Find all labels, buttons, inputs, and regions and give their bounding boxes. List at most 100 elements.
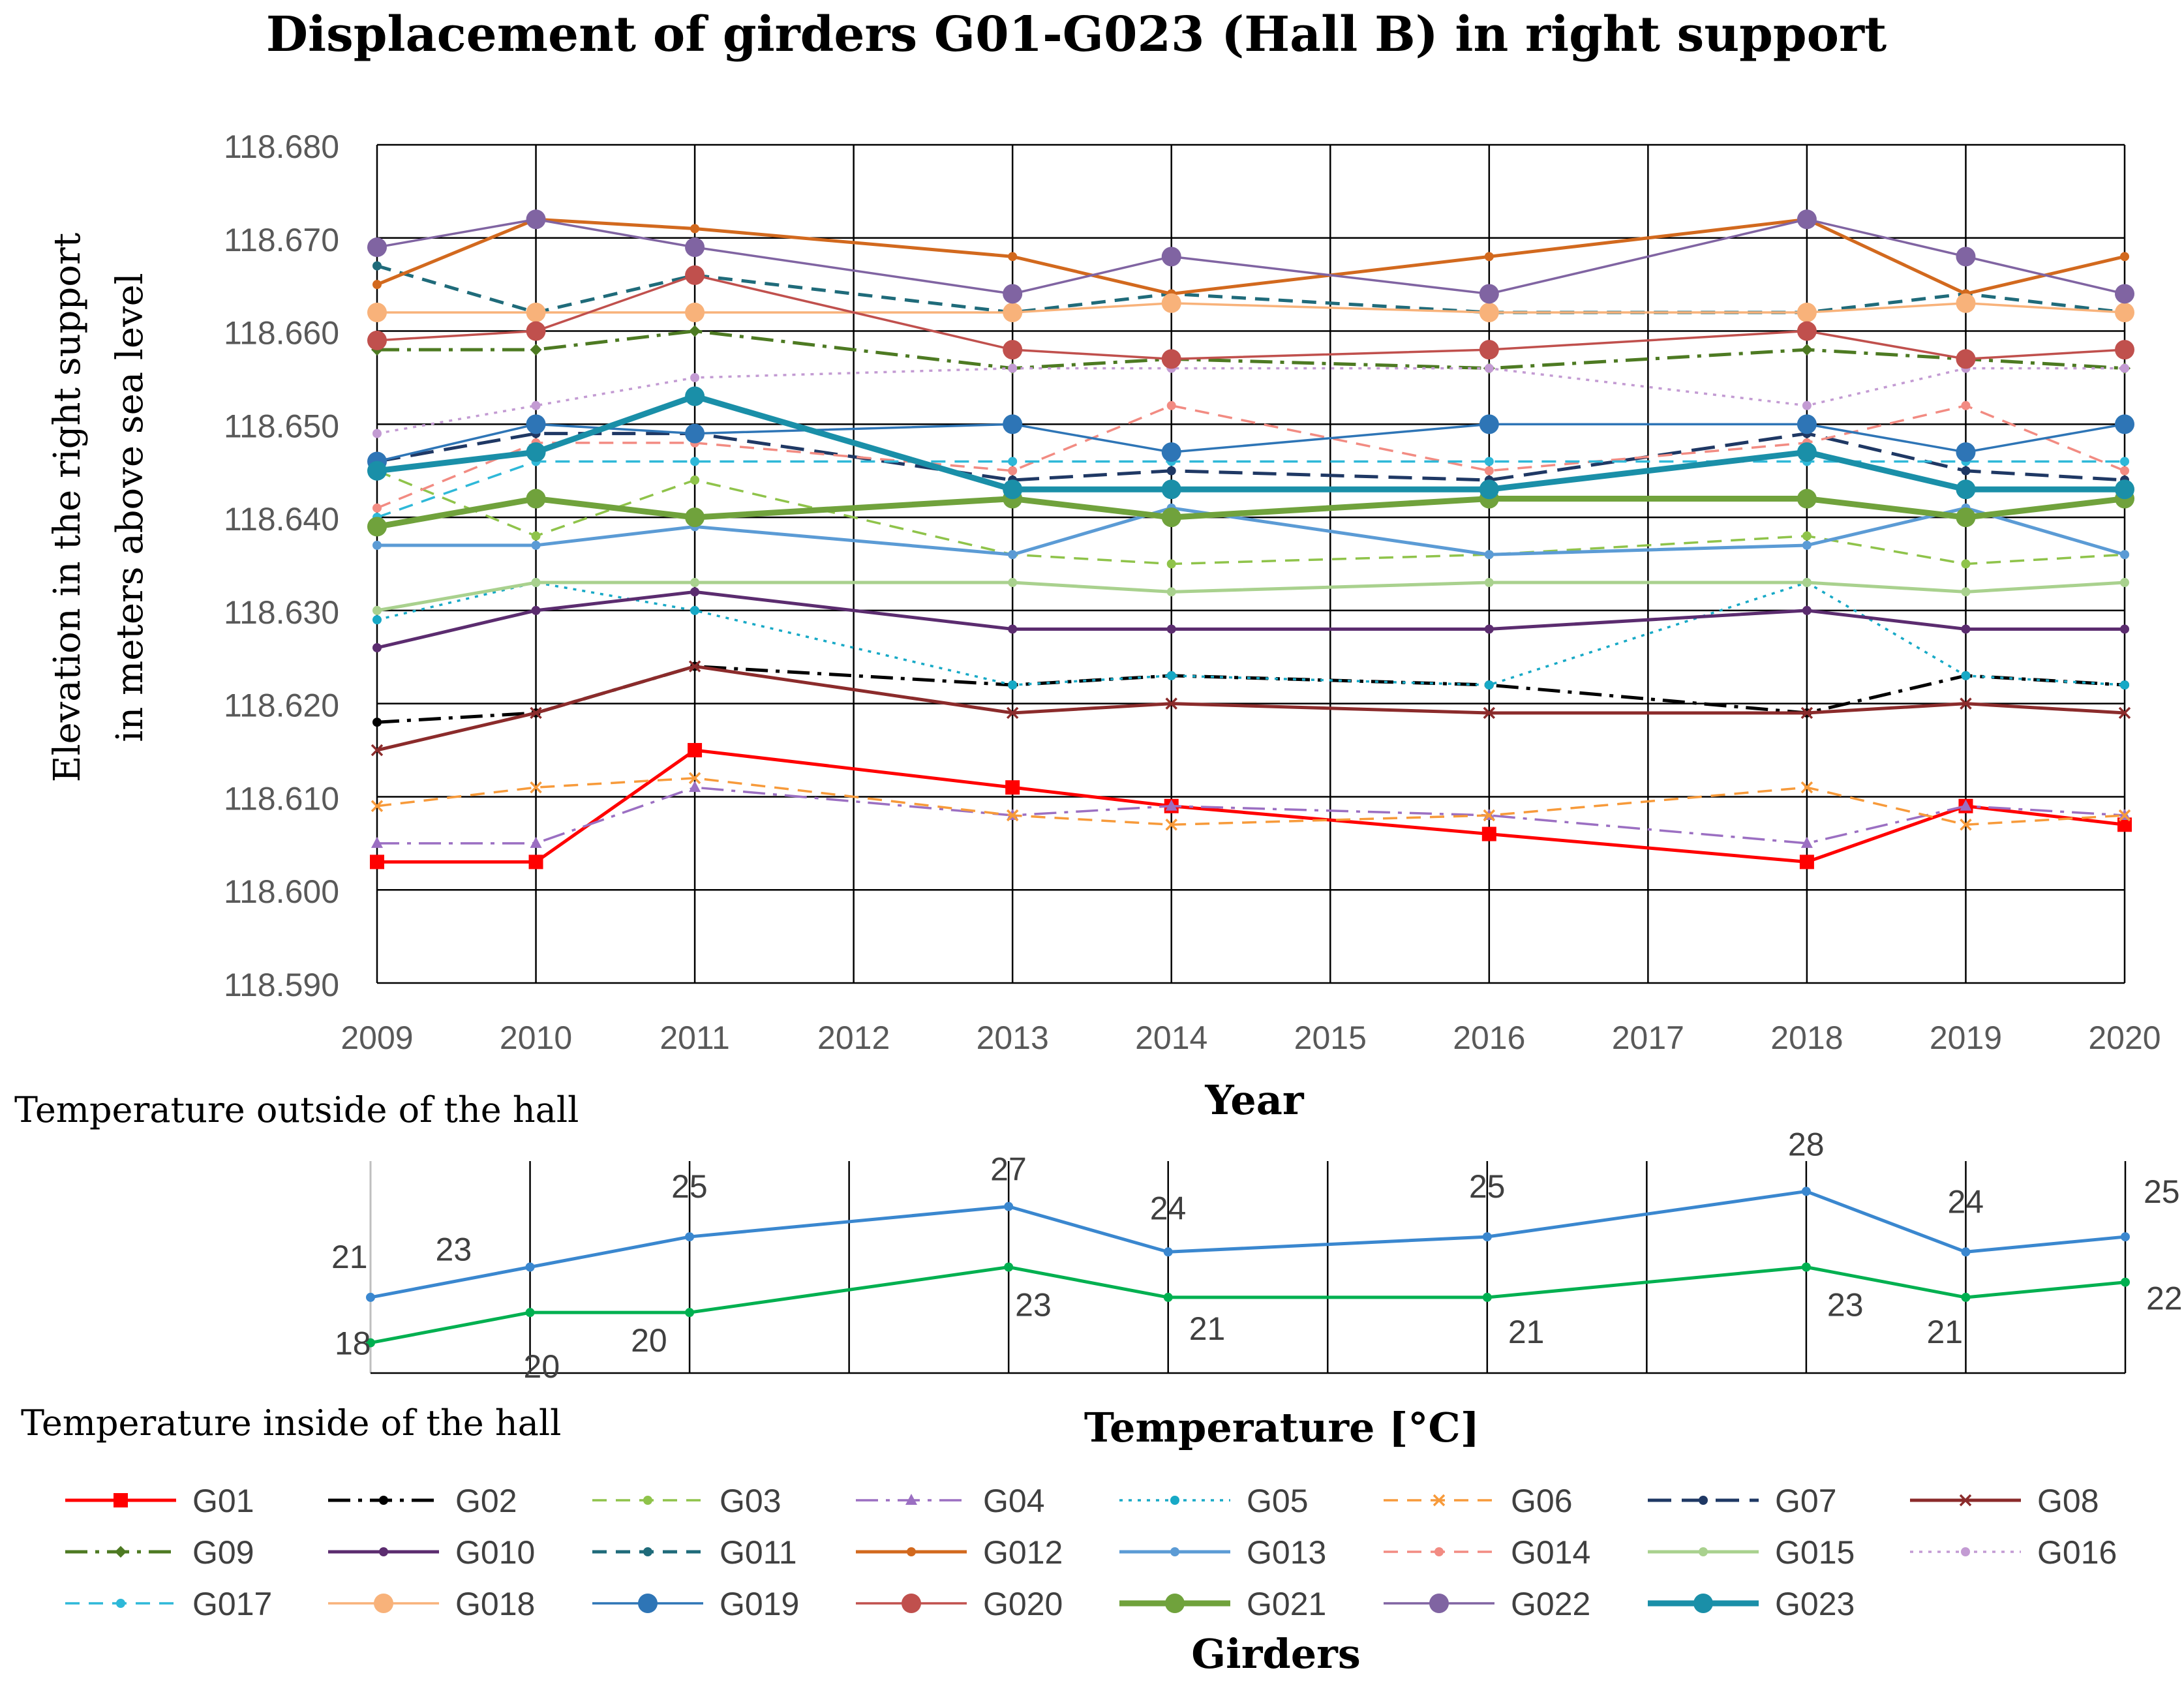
legend-item-g08: G08 xyxy=(1910,1483,2099,1519)
temp-data-point xyxy=(1801,1262,1811,1272)
legend-item-g012: G012 xyxy=(856,1534,1063,1571)
legend-item-g020: G020 xyxy=(856,1586,1063,1622)
data-point-g03 xyxy=(1802,531,1812,541)
legend-marker xyxy=(902,1594,921,1613)
series-line-g016 xyxy=(376,367,2125,435)
data-point-g020 xyxy=(2115,340,2134,360)
main-y-tick-label: 118.680 xyxy=(224,129,339,165)
legend-label: G07 xyxy=(1775,1483,1837,1519)
data-point-g022 xyxy=(685,237,705,258)
data-point-g016 xyxy=(1008,363,1018,373)
data-point-g013 xyxy=(1802,540,1812,550)
data-point-g021 xyxy=(1161,507,1181,528)
data-point-g018 xyxy=(1797,303,1817,322)
legend-marker xyxy=(116,1599,125,1608)
temp-data-label: 21 xyxy=(1189,1310,1226,1347)
legend-item-g09: G09 xyxy=(65,1534,254,1571)
data-point-g06 xyxy=(1165,819,1177,831)
data-point-g07 xyxy=(1166,466,1176,476)
legend-marker xyxy=(1699,1496,1708,1505)
main-x-tick-label: 2009 xyxy=(341,1020,413,1056)
temp-data-point xyxy=(1482,1232,1492,1242)
legend-item-g07: G07 xyxy=(1648,1483,1837,1519)
data-point-g03 xyxy=(1166,559,1176,569)
temp-data-point xyxy=(1163,1247,1173,1257)
main-x-tick-label: 2018 xyxy=(1770,1020,1843,1056)
data-point-g023 xyxy=(1479,479,1499,500)
data-point-g019 xyxy=(1161,442,1181,462)
legend-label: G011 xyxy=(720,1534,797,1571)
legend-marker xyxy=(379,1496,388,1505)
data-point-g022 xyxy=(1797,209,1817,230)
main-y-tick-label: 118.660 xyxy=(224,315,339,352)
data-point-g014 xyxy=(1008,466,1018,476)
data-point-g015 xyxy=(1802,578,1812,588)
series-g02 xyxy=(372,661,2129,727)
legend-marker xyxy=(1961,1547,1970,1556)
legend-label: G016 xyxy=(2037,1534,2117,1571)
legend-marker xyxy=(1433,1494,1446,1507)
data-point-g08 xyxy=(371,744,384,757)
legend-label: G06 xyxy=(1511,1483,1573,1519)
legend-label: G019 xyxy=(720,1586,799,1622)
data-point-g022 xyxy=(526,209,546,230)
temp-outside-series: 21 23 25 27 24 25 28 24 25 xyxy=(331,1126,2180,1302)
data-point-g023 xyxy=(2115,479,2134,500)
series-line-g022 xyxy=(376,218,2125,295)
series-g023 xyxy=(367,386,2134,500)
data-point-g01 xyxy=(1799,855,1814,870)
data-point-g08 xyxy=(1006,706,1019,719)
data-point-g016 xyxy=(2120,363,2129,373)
data-point-g017 xyxy=(1008,457,1018,466)
data-point-g013 xyxy=(1484,550,1494,560)
data-point-g020 xyxy=(1003,340,1023,360)
legend-item-g05: G05 xyxy=(1119,1483,1309,1519)
temp-outside-label: Temperature outside of the hall xyxy=(14,1089,579,1130)
temp-data-point xyxy=(1961,1292,1971,1302)
temp-data-point xyxy=(525,1308,535,1318)
data-point-g019 xyxy=(685,423,705,444)
data-point-g07 xyxy=(1961,466,1971,476)
main-y-tick-label: 118.670 xyxy=(224,222,339,258)
temp-data-label: 18 xyxy=(335,1325,371,1362)
series-line-g021 xyxy=(376,496,2125,530)
data-point-g018 xyxy=(1161,293,1181,313)
temp-data-label: 23 xyxy=(1827,1287,1864,1323)
data-point-g021 xyxy=(526,489,546,509)
data-point-g015 xyxy=(1484,578,1494,588)
temp-chart-series: 21 23 25 27 24 25 28 24 25 18 20 20 23 21 21 23 21 22 xyxy=(331,1126,2183,1385)
data-point-g06 xyxy=(1006,809,1019,822)
data-point-g023 xyxy=(1956,479,1976,500)
temp-data-label: 25 xyxy=(671,1168,708,1205)
data-point-g019 xyxy=(526,414,546,434)
data-point-g018 xyxy=(1003,303,1023,322)
series-g05 xyxy=(372,578,2129,690)
data-point-g014 xyxy=(372,503,382,513)
data-point-g06 xyxy=(530,781,542,794)
series-line-g014 xyxy=(376,404,2125,509)
temp-data-point xyxy=(1801,1187,1811,1196)
data-point-g08 xyxy=(2118,706,2131,719)
legend-label: G022 xyxy=(1511,1586,1590,1622)
temp-data-point xyxy=(1961,1247,1971,1257)
legend-label: G09 xyxy=(192,1534,254,1571)
data-point-g014 xyxy=(2120,466,2129,476)
data-point-g015 xyxy=(531,578,541,588)
data-point-g023 xyxy=(1003,479,1023,500)
data-point-g013 xyxy=(1008,550,1018,560)
data-point-g022 xyxy=(1479,284,1499,304)
legend-item-g01: G01 xyxy=(65,1483,254,1519)
data-point-g011 xyxy=(372,261,382,271)
data-point-g022 xyxy=(1003,284,1023,304)
temp-inside-label: Temperature inside of the hall xyxy=(21,1402,561,1444)
data-point-g016 xyxy=(1802,401,1812,410)
data-point-g017 xyxy=(1484,457,1494,466)
data-point-g05 xyxy=(2120,680,2129,690)
main-y-tick-label: 118.620 xyxy=(224,688,339,724)
series-line-g012 xyxy=(376,217,2125,295)
data-point-g014 xyxy=(1484,466,1494,476)
temp-data-label: 25 xyxy=(2144,1173,2180,1210)
legend-label: G021 xyxy=(1247,1586,1326,1622)
legend-marker xyxy=(115,1546,127,1558)
series-g08 xyxy=(371,660,2131,757)
